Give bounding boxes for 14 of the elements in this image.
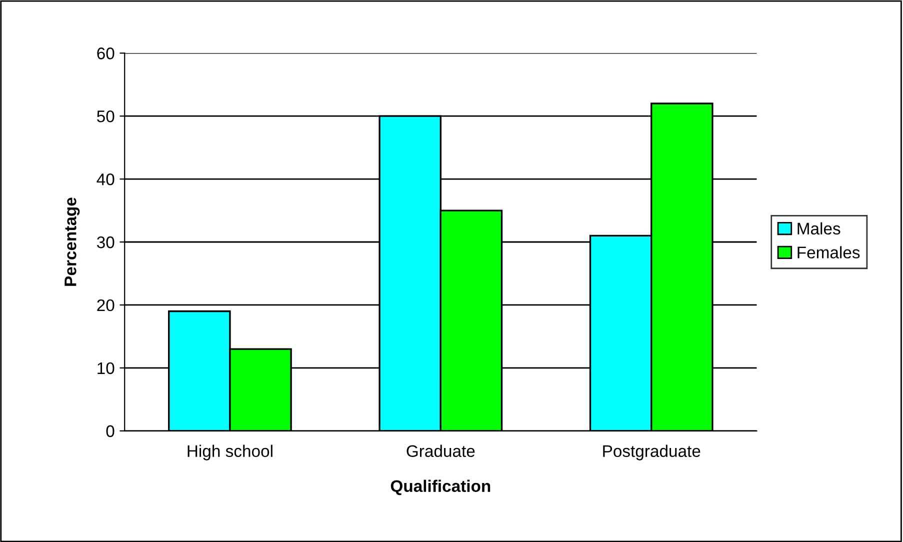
x-tick-label: Postgraduate — [603, 444, 700, 460]
y-tick-label: 60 — [97, 48, 114, 60]
x-tick-label: Graduate — [406, 444, 475, 458]
x-tick-label: High school — [188, 444, 272, 460]
y-tick-label: 40 — [96, 173, 114, 186]
y-tick-label: 10 — [98, 362, 114, 374]
y-tick-label: 0 — [106, 425, 114, 438]
y-tick-label: 50 — [97, 110, 114, 122]
legend-label: Females — [798, 246, 860, 258]
y-axis-title: Percentage — [64, 198, 80, 286]
legend-label: Males — [798, 222, 840, 235]
y-tick-label: 30 — [96, 236, 114, 248]
x-axis-title: Qualification — [390, 480, 490, 496]
y-tick-label: 20 — [97, 299, 114, 312]
